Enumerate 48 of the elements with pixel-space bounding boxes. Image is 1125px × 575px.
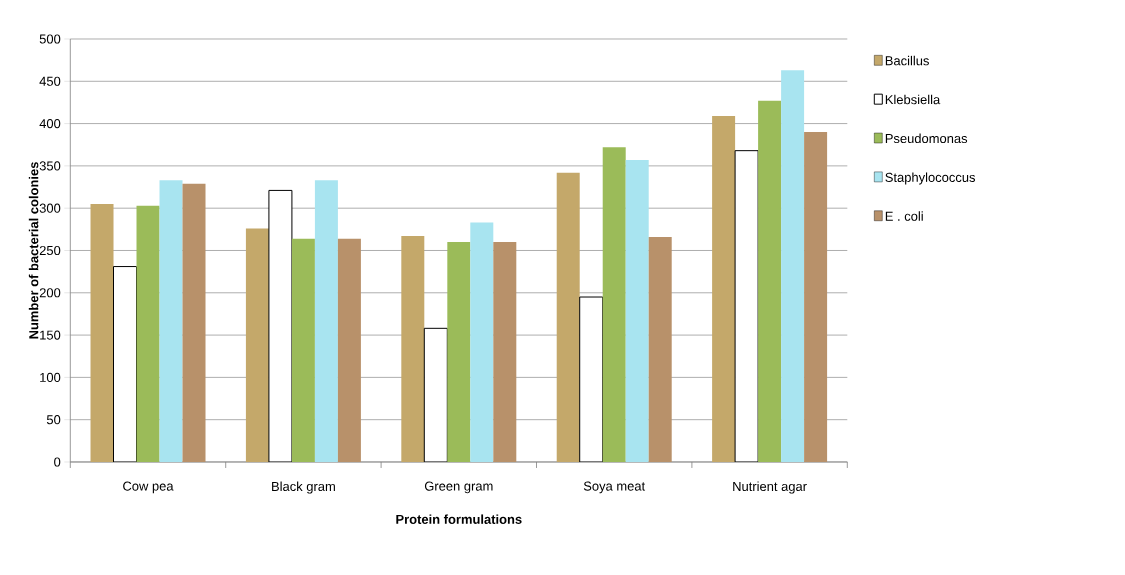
x-tick-label: Green gram [424, 481, 493, 494]
bar [268, 189, 293, 462]
bar [182, 183, 206, 462]
y-tick-label: 350 [39, 161, 61, 171]
y-tick-label: 300 [39, 203, 61, 213]
x-tick-label: Black gram [272, 481, 335, 494]
x-tick-label: Cow pea [123, 481, 174, 494]
y-tick-label: 100 [40, 372, 61, 382]
bar [447, 242, 471, 462]
bar [401, 236, 425, 462]
bar [423, 327, 448, 462]
legend-label: Staphylococcus [885, 172, 976, 185]
bar [648, 236, 672, 462]
y-tick-label: 450 [39, 76, 61, 86]
legend-label: Pseudomonas [885, 133, 968, 144]
bar [337, 238, 361, 462]
bar [470, 222, 494, 462]
bar [159, 180, 183, 462]
legend-label: Klebsiella [885, 94, 941, 105]
bar [804, 132, 828, 462]
legend-label: E . coli [885, 211, 923, 221]
bar [493, 242, 517, 462]
y-tick-label: 50 [46, 415, 61, 425]
y-tick-label: 200 [39, 288, 61, 298]
bar [734, 150, 759, 462]
bar [579, 296, 604, 462]
y-tick-label: 250 [39, 245, 61, 256]
bar [136, 205, 160, 462]
bar [245, 228, 269, 462]
x-tick-label: Nutrient agar [733, 481, 807, 494]
bar [781, 70, 805, 462]
bar [758, 100, 782, 462]
y-tick-label: 0 [54, 457, 61, 467]
y-tick-label: 500 [39, 34, 61, 44]
bar [602, 147, 626, 462]
bar [90, 203, 114, 462]
bar [314, 180, 338, 462]
bar [291, 238, 315, 462]
bar [712, 115, 736, 462]
bar [625, 159, 649, 462]
legend-label: Bacillus [885, 55, 929, 66]
y-axis-title: Number of bacterial colonies [28, 162, 39, 339]
y-tick-label: 150 [40, 330, 61, 340]
x-tick-label: Soya meat [583, 481, 646, 494]
bar [113, 266, 138, 462]
bar [556, 172, 580, 462]
x-axis-title: Protein formulations [396, 514, 522, 524]
y-tick-label: 400 [39, 119, 61, 129]
